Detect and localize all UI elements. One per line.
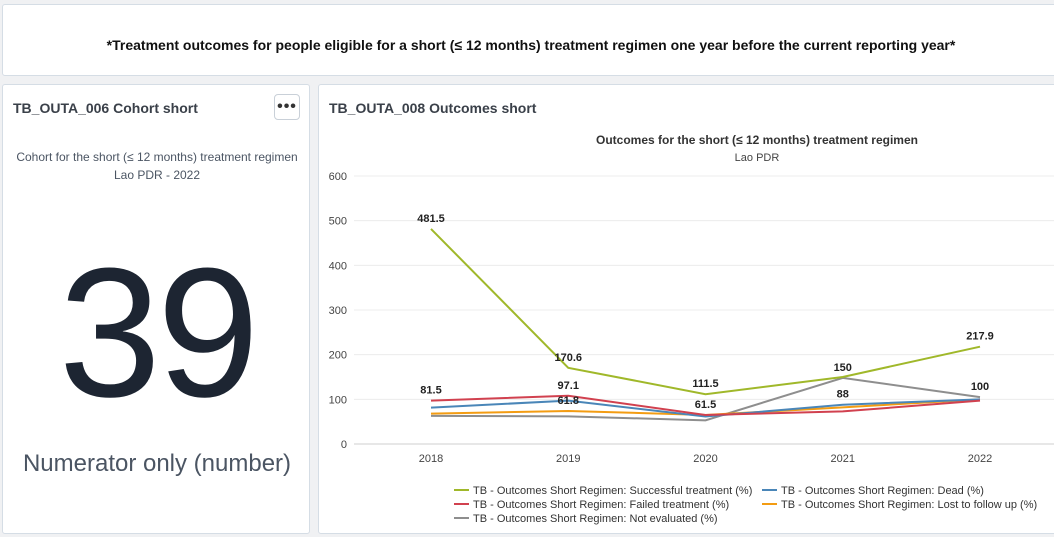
data-label: 150 [834, 362, 852, 374]
x-tick-label: 2020 [693, 453, 717, 465]
data-label: 97.1 [558, 380, 579, 392]
report-header-card: *Treatment outcomes for people eligible … [2, 4, 1054, 76]
data-label: 88 [837, 389, 849, 401]
y-tick-label: 200 [329, 350, 347, 362]
cohort-period: Lao PDR - 2022 [113, 168, 201, 182]
more-options-button[interactable]: ••• [274, 94, 300, 120]
legend-item: TB - Outcomes Short Regimen: Not evaluat… [473, 513, 718, 525]
y-tick-label: 500 [329, 216, 347, 228]
legend-item: TB - Outcomes Short Regimen: Failed trea… [473, 499, 729, 511]
y-tick-label: 0 [341, 439, 347, 451]
x-tick-label: 2021 [831, 453, 855, 465]
series-line [430, 398, 981, 418]
series-line [430, 228, 981, 396]
data-label: 100 [971, 381, 989, 393]
outcomes-card: TB_OUTA_008 Outcomes short Outcomes for … [318, 84, 1054, 534]
data-label: 81.5 [420, 385, 441, 397]
series-line [430, 394, 981, 416]
chart-subtitle: Lao PDR [735, 152, 780, 164]
y-tick-label: 400 [329, 260, 347, 272]
cohort-subtitle: Cohort for the short (≤ 12 months) treat… [16, 150, 298, 164]
legend-item: TB - Outcomes Short Regimen: Lost to fol… [781, 499, 1037, 511]
value-type-label: Numerator only (number) [22, 450, 292, 477]
data-label: 61.5 [695, 399, 716, 411]
data-label: 217.9 [966, 331, 994, 343]
legend-item: TB - Outcomes Short Regimen: Dead (%) [781, 485, 984, 497]
y-tick-label: 300 [329, 305, 347, 317]
x-tick-label: 2022 [968, 453, 992, 465]
x-tick-label: 2019 [556, 453, 580, 465]
cohort-card: TB_OUTA_006 Cohort short ••• Cohort for … [2, 84, 310, 534]
y-tick-label: 100 [329, 394, 347, 406]
outcomes-card-title: TB_OUTA_008 Outcomes short [329, 100, 537, 116]
y-tick-label: 600 [329, 171, 347, 183]
outcomes-line-chart: Outcomes for the short (≤ 12 months) tre… [329, 133, 1054, 525]
cohort-value: 39 [58, 229, 260, 435]
series-line [430, 376, 981, 422]
more-options-icon: ••• [277, 98, 297, 115]
data-label: 111.5 [692, 378, 718, 390]
data-label: 170.6 [554, 352, 582, 364]
cohort-card-title: TB_OUTA_006 Cohort short [13, 100, 198, 116]
data-label: 61.8 [558, 395, 579, 407]
chart-title: Outcomes for the short (≤ 12 months) tre… [596, 133, 918, 147]
report-header-text: *Treatment outcomes for people eligible … [106, 37, 956, 53]
data-label: 481.5 [417, 213, 445, 225]
legend-item: TB - Outcomes Short Regimen: Successful … [473, 485, 752, 497]
x-tick-label: 2018 [419, 453, 443, 465]
